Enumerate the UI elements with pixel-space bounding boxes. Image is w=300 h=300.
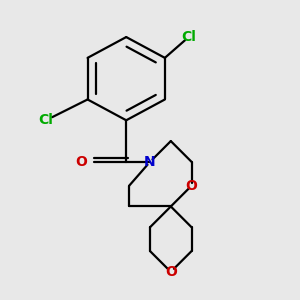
- Text: O: O: [186, 179, 197, 193]
- Text: Cl: Cl: [38, 113, 53, 127]
- Text: O: O: [165, 265, 177, 279]
- Text: O: O: [76, 155, 88, 169]
- Text: Cl: Cl: [181, 30, 196, 44]
- Text: N: N: [144, 155, 156, 169]
